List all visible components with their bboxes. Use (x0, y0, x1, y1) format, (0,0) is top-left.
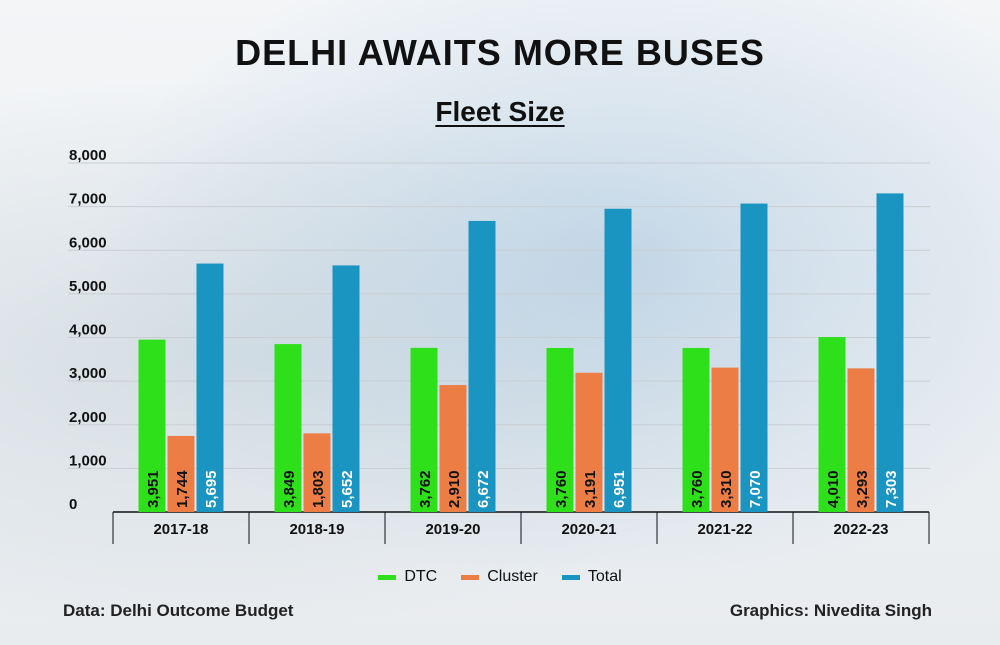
legend-item-cluster: Cluster (461, 568, 538, 586)
data-label: 3,191 (582, 470, 599, 508)
bar-cluster-2021-22 (711, 367, 739, 512)
bar-dtc-2018-19 (274, 344, 302, 512)
bar-dtc-2021-22 (682, 347, 710, 512)
x-tick-label: 2019-20 (425, 521, 480, 538)
data-label: 5,695 (203, 470, 220, 508)
graphics-credit: Graphics: Nivedita Singh (729, 601, 932, 620)
chart-subtitle: Fleet Size (0, 96, 1000, 128)
data-label: 7,070 (747, 470, 764, 508)
x-tick-label: 2017-18 (153, 521, 208, 538)
bar-total-2019-20 (468, 220, 496, 512)
data-label: 4,010 (825, 470, 842, 508)
y-tick-label: 0 (69, 496, 77, 513)
y-tick-label: 6,000 (69, 234, 107, 251)
data-label: 2,910 (446, 470, 463, 508)
bar-dtc-2020-21 (546, 347, 574, 512)
data-label: 3,310 (718, 470, 735, 508)
data-label: 1,803 (310, 470, 327, 508)
data-label: 3,951 (145, 470, 162, 508)
legend-label-total: Total (587, 568, 622, 585)
bar-cluster-2019-20 (439, 385, 467, 512)
data-label: 6,951 (611, 470, 628, 508)
data-label: 7,303 (883, 470, 900, 508)
y-tick-label: 5,000 (69, 278, 107, 295)
legend-swatch-cluster (461, 574, 480, 580)
y-tick-label: 2,000 (69, 409, 107, 426)
data-label: 3,760 (553, 470, 570, 508)
legend-item-total: Total (561, 568, 622, 586)
data-source: Data: Delhi Outcome Budget (63, 601, 294, 620)
bar-cluster-2020-21 (575, 372, 603, 512)
legend-label-dtc: DTC (404, 568, 438, 585)
legend: DTC Cluster Total (0, 568, 1000, 586)
y-tick-label: 7,000 (69, 191, 107, 208)
subtitle-text: Fleet Size (435, 96, 565, 127)
bar-total-2020-21 (604, 208, 632, 512)
data-label: 3,293 (854, 470, 871, 508)
x-tick-label: 2020-21 (561, 521, 616, 538)
data-label: 3,762 (417, 470, 434, 508)
bar-cluster-2022-23 (847, 368, 875, 512)
legend-label-cluster: Cluster (487, 568, 538, 585)
y-tick-label: 4,000 (69, 322, 107, 339)
y-tick-label: 8,000 (69, 147, 107, 164)
bar-dtc-2017-18 (138, 339, 166, 512)
bar-dtc-2019-20 (410, 347, 438, 512)
y-tick-label: 3,000 (69, 365, 107, 382)
legend-swatch-dtc (378, 574, 397, 580)
data-label: 5,652 (339, 470, 356, 508)
y-tick-label: 1,000 (69, 452, 107, 469)
bar-dtc-2022-23 (818, 337, 846, 512)
data-label: 3,760 (689, 470, 706, 508)
bar-total-2018-19 (332, 265, 360, 512)
bar-cluster-2018-19 (303, 433, 331, 512)
x-tick-label: 2018-19 (289, 521, 344, 538)
bar-cluster-2017-18 (167, 435, 195, 512)
x-tick-label: 2022-23 (833, 521, 888, 538)
data-label: 1,744 (174, 470, 191, 508)
bar-total-2022-23 (876, 193, 904, 513)
bar-total-2021-22 (740, 203, 768, 513)
legend-swatch-total (561, 574, 580, 580)
chart-title: DELHI AWAITS MORE BUSES (235, 32, 765, 73)
data-label: 3,849 (281, 470, 298, 508)
x-tick-label: 2021-22 (697, 521, 752, 538)
bar-total-2017-18 (196, 263, 224, 512)
legend-item-dtc: DTC (378, 568, 437, 586)
data-label: 6,672 (475, 470, 492, 508)
